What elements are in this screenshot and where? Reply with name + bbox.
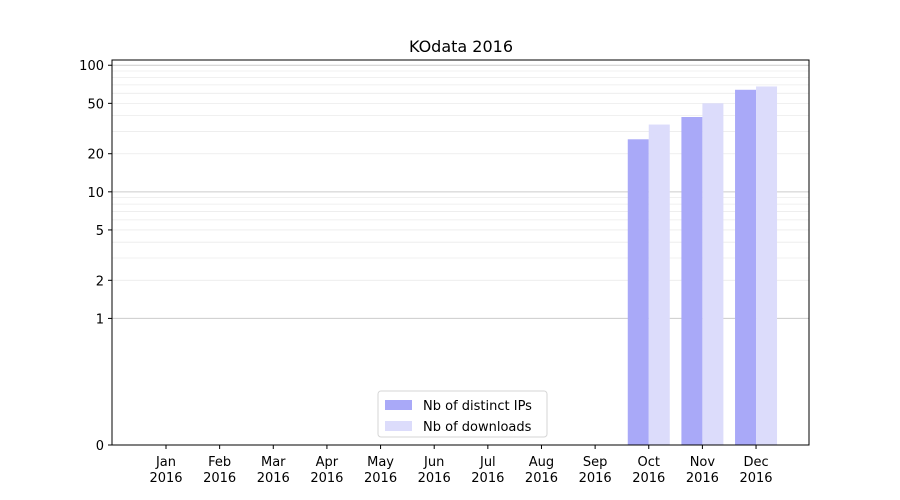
x-tick-label-year: 2016 bbox=[686, 471, 719, 486]
x-axis: Jan2016Feb2016Mar2016Apr2016May2016Jun20… bbox=[149, 445, 773, 486]
x-tick-label-month: Feb bbox=[208, 455, 231, 470]
bars bbox=[627, 86, 778, 446]
x-tick-label-year: 2016 bbox=[418, 471, 451, 486]
y-tick-label: 0 bbox=[96, 439, 104, 454]
chart-title: KOdata 2016 bbox=[409, 37, 513, 56]
plot-frame bbox=[111, 59, 810, 446]
x-tick-label-month: Aug bbox=[529, 455, 554, 470]
x-tick-label-year: 2016 bbox=[149, 471, 182, 486]
x-tick-label-month: Dec bbox=[743, 455, 768, 470]
y-tick-label: 1 bbox=[96, 312, 104, 327]
x-tick-label-year: 2016 bbox=[579, 471, 612, 486]
bar-distinct-ips bbox=[627, 139, 649, 445]
x-tick-label-year: 2016 bbox=[257, 471, 290, 486]
bar-downloads bbox=[648, 124, 670, 445]
legend-label: Nb of distinct IPs bbox=[423, 399, 532, 414]
x-tick-label-year: 2016 bbox=[471, 471, 504, 486]
x-tick-label-month: Jun bbox=[423, 455, 444, 470]
x-tick-label-month: May bbox=[367, 455, 394, 470]
y-tick-label: 5 bbox=[96, 224, 104, 239]
x-tick-label-month: Apr bbox=[316, 455, 339, 470]
x-tick-label-month: Jul bbox=[479, 455, 496, 470]
legend: Nb of distinct IPs Nb of downloads bbox=[377, 390, 548, 438]
y-tick-label: 100 bbox=[79, 59, 104, 74]
legend-swatch bbox=[385, 421, 412, 431]
y-tick-label: 50 bbox=[87, 97, 104, 112]
legend-swatch bbox=[385, 400, 412, 410]
x-tick-label-month: Nov bbox=[690, 455, 716, 470]
x-tick-label-year: 2016 bbox=[739, 471, 772, 486]
bar-downloads bbox=[756, 86, 778, 445]
x-tick-label-month: Jan bbox=[155, 455, 176, 470]
legend-box bbox=[377, 390, 548, 438]
legend-label: Nb of downloads bbox=[423, 420, 532, 435]
y-tick-label: 20 bbox=[87, 148, 104, 163]
y-tick-label: 2 bbox=[96, 274, 104, 289]
x-tick-label-year: 2016 bbox=[203, 471, 236, 486]
x-tick-label-year: 2016 bbox=[310, 471, 343, 486]
bar-distinct-ips bbox=[735, 89, 757, 445]
x-tick-label-year: 2016 bbox=[632, 471, 665, 486]
x-tick-label-year: 2016 bbox=[525, 471, 558, 486]
x-tick-label-month: Oct bbox=[638, 455, 660, 470]
x-tick-label-month: Mar bbox=[261, 455, 286, 470]
x-tick-label-year: 2016 bbox=[364, 471, 397, 486]
y-axis: 0 1 2 5 10 20 50 100 bbox=[79, 59, 112, 454]
bar-downloads bbox=[702, 103, 724, 445]
y-tick-label: 10 bbox=[87, 186, 104, 201]
x-tick-label-month: Sep bbox=[583, 455, 608, 470]
bar-distinct-ips bbox=[681, 117, 703, 446]
